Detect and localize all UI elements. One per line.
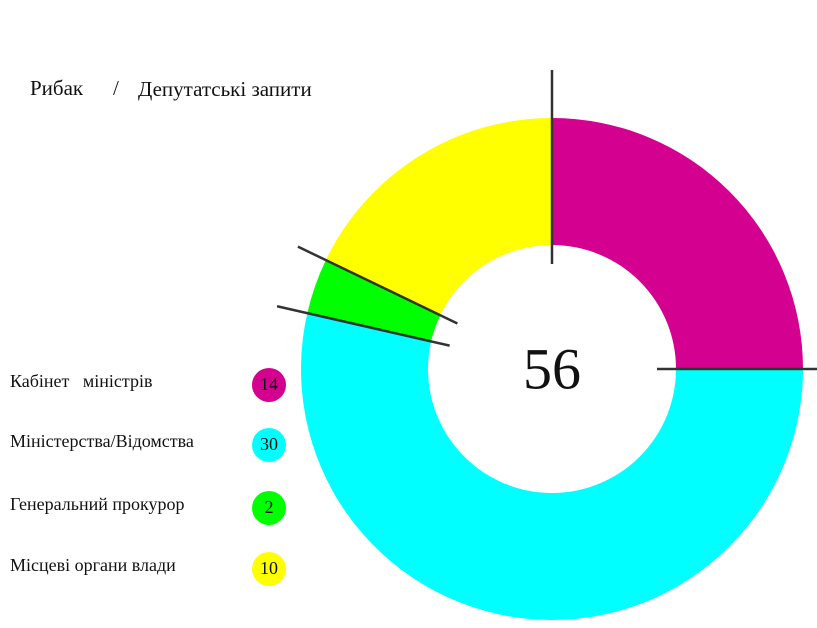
donut-segment <box>552 118 803 369</box>
legend-label: Місцеві органи влади <box>10 555 176 575</box>
legend-value: 10 <box>260 558 278 578</box>
legend-value: 2 <box>265 497 274 517</box>
legend-swatch <box>252 368 286 402</box>
donut-segment <box>325 118 552 316</box>
legend-swatch <box>252 552 286 586</box>
legend-swatch <box>252 428 286 462</box>
total-label: 56 <box>523 336 581 401</box>
donut-segment <box>300 313 803 620</box>
legend-label: Генеральний прокурор <box>10 494 185 514</box>
segment-divider <box>297 245 458 325</box>
segment-divider <box>276 305 450 347</box>
legend-value: 14 <box>260 374 278 394</box>
legend-label: Міністерства/Відомства <box>10 431 194 451</box>
donut-segment <box>307 260 441 342</box>
legend-label: Кабінет міністрів <box>10 371 153 391</box>
breadcrumb-separator: / <box>113 76 119 100</box>
breadcrumb-item: Депутатські запити <box>138 77 312 101</box>
breadcrumb-item: Рибак <box>30 76 84 100</box>
legend-swatch <box>252 491 286 525</box>
legend-value: 30 <box>260 434 278 454</box>
